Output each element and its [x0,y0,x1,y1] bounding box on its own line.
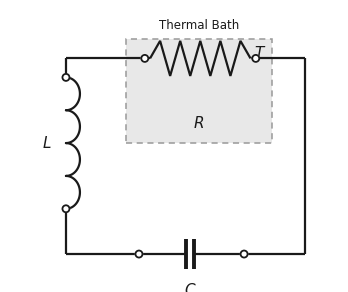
Circle shape [62,205,70,212]
Circle shape [252,55,259,62]
FancyBboxPatch shape [126,39,272,143]
Text: $L$: $L$ [42,135,52,151]
Circle shape [141,55,148,62]
Text: Thermal Bath: Thermal Bath [159,19,239,32]
Text: $R$: $R$ [193,115,204,131]
Text: $C$: $C$ [184,282,196,292]
Circle shape [135,251,142,258]
Circle shape [240,251,247,258]
Text: $T$: $T$ [254,45,266,60]
Circle shape [62,74,70,81]
